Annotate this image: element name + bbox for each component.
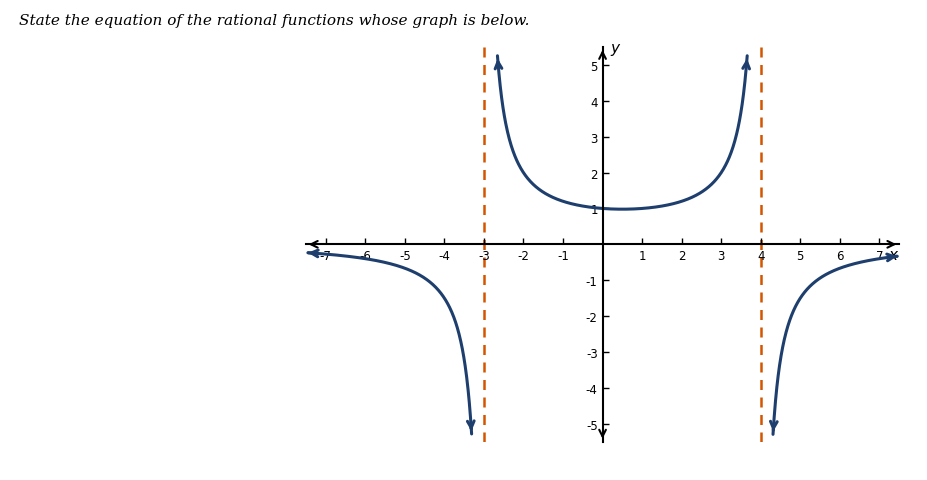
Text: x: x [889, 247, 897, 262]
Text: y: y [610, 41, 619, 56]
Text: State the equation of the rational functions whose graph is below.: State the equation of the rational funct… [19, 14, 529, 28]
